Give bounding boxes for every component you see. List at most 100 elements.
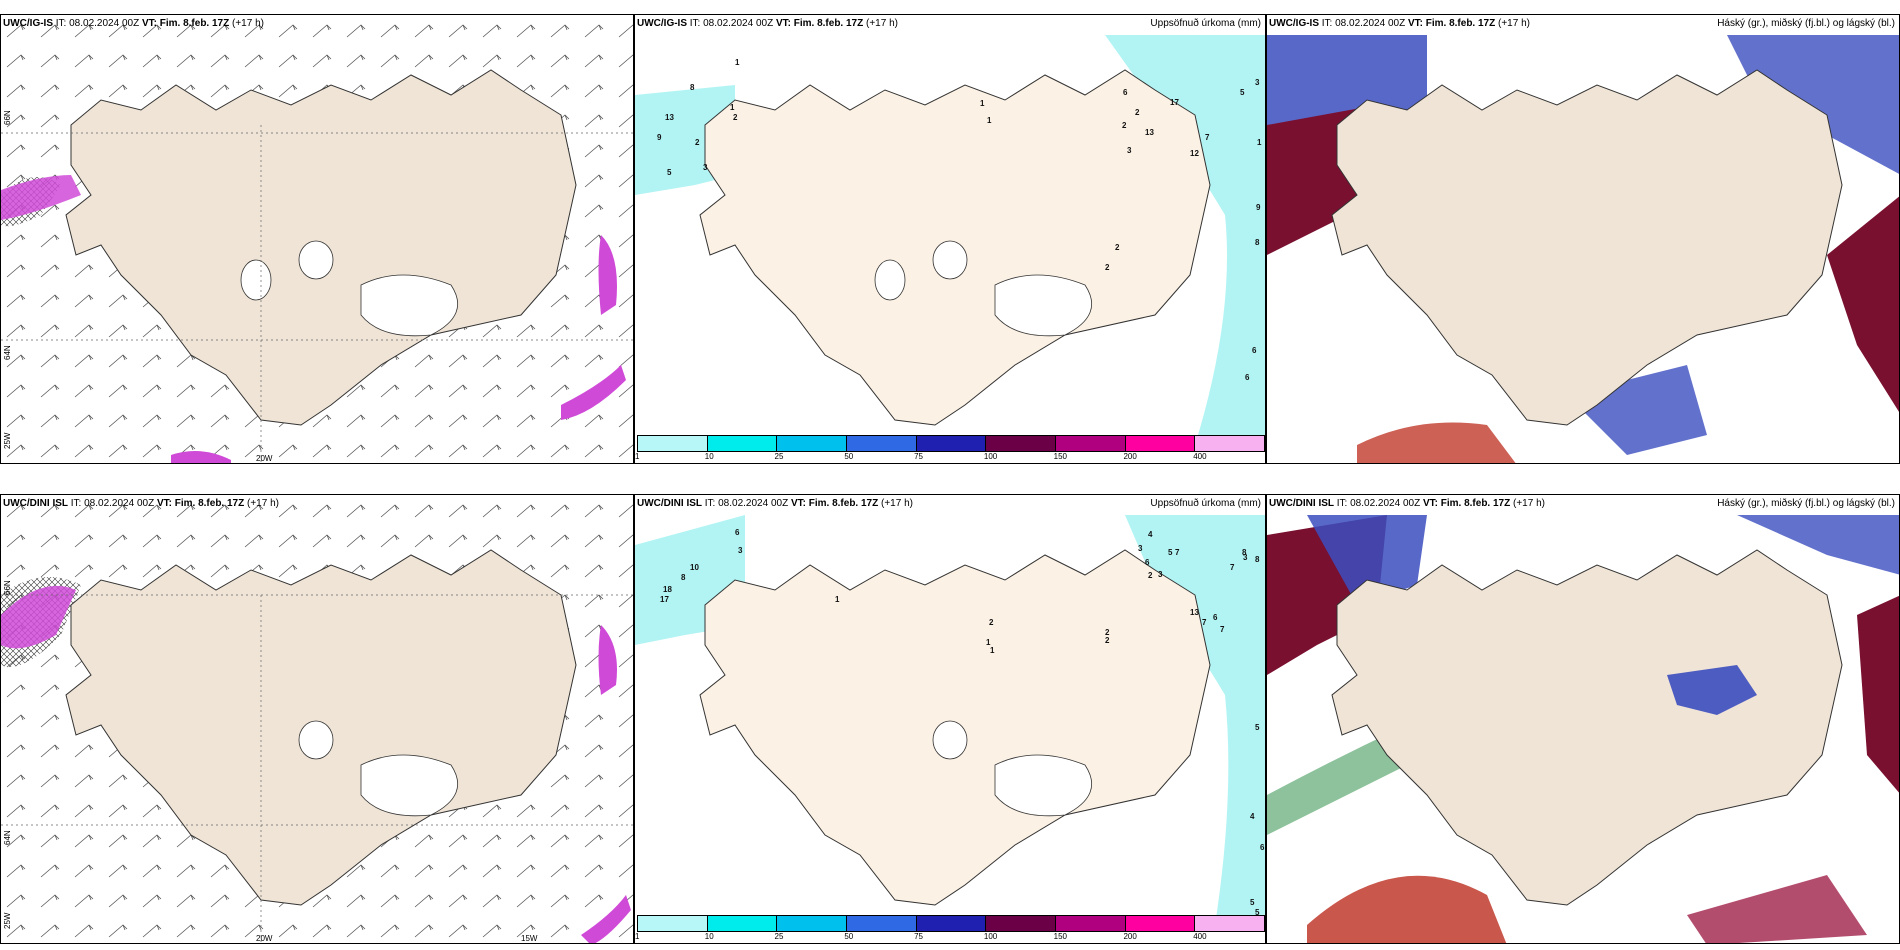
iceland-cloud-map [1267,35,1899,463]
precip-value-label: 2 [1135,108,1140,117]
precip-value-label: 6 [1213,613,1218,622]
precip-value-label: 2 [733,113,738,122]
cloud-map-panel-bottom: UWC/DINI ISL IT: 08.02.2024 00Z VT: Fim.… [1266,494,1900,944]
legend-tick-label: 1 [635,452,640,461]
wind-map-panel-bottom: UWC/DINI ISL IT: 08.02.2024 00Z VT: Fim.… [0,494,634,944]
panel-title: UWC/DINI ISL IT: 08.02.2024 00Z VT: Fim.… [637,498,913,509]
precip-value-label: 4 [1148,530,1153,539]
lon-label-20w: 20W [256,454,273,463]
panel-title: UWC/IG-IS IT: 08.02.2024 00Z VT: Fim. 8.… [1269,18,1530,29]
precip-value-label: 13 [665,113,674,122]
precip-value-label: 9 [657,133,662,142]
panel-title: UWC/DINI ISL IT: 08.02.2024 00Z VT: Fim.… [1269,498,1545,509]
precip-value-label: 2 [1122,121,1127,130]
legend-colorbar [637,915,1265,932]
legend-tick-label: 25 [774,932,784,941]
precip-map-panel-bottom: UWC/DINI ISL IT: 08.02.2024 00Z VT: Fim.… [634,494,1266,944]
precip-value-label: 5 [1255,723,1260,732]
precip-value-label: 1 [987,116,992,125]
precip-value-label: 2 [1105,263,1110,272]
precip-value-label: 12 [1190,149,1199,158]
legend-swatch [916,436,987,451]
precip-value-label: 8 [1242,548,1247,557]
precip-value-label: 4 [1250,812,1255,821]
legend-tick-label: 50 [844,932,854,941]
panel-title: UWC/DINI ISL IT: 08.02.2024 00Z VT: Fim.… [3,498,279,509]
legend-tick-label: 200 [1123,452,1137,461]
legend-swatch [986,916,1057,931]
precip-value-label: 7 [1202,618,1207,627]
legend-swatch [1056,916,1126,931]
precip-value-label: 3 [1127,146,1132,155]
lat-label-64n: 64N [3,830,12,845]
legend-colorbar [637,435,1265,452]
precip-value-label: 2 [1115,243,1120,252]
legend-swatch [986,436,1057,451]
precip-value-label: 10 [690,563,699,572]
legend-swatch [777,916,848,931]
precip-value-label: 3 [738,546,743,555]
legend-tick-label: 100 [983,932,998,941]
legend-ticks: 1 10 25 50 75 100 150 200 400 [635,932,1265,942]
legend-tick-label: 75 [914,452,924,461]
legend-swatch [777,436,848,451]
precip-value-label: 1 [835,595,840,604]
legend-swatch [847,436,917,451]
lat-label-66n: 66N [3,580,12,595]
precip-value-label: 5 [1240,88,1245,97]
legend-tick-label: 10 [704,932,714,941]
legend-tick-label: 75 [914,932,924,941]
precip-value-label: 3 [1255,78,1260,87]
precip-value-label: 3 [1243,553,1248,562]
lon-label-15w: 15W [521,934,538,943]
iceland-wind-map [1,495,633,943]
precip-value-label: 1 [730,103,735,112]
precip-value-label: 1 [990,646,995,655]
wind-map-panel-top: UWC/IG-IS IT: 08.02.2024 00Z VT: Fim. 8.… [0,14,634,464]
precip-value-label: 6 [1245,373,1250,382]
precip-value-label: 1 [980,99,985,108]
precip-value-label: 1 [735,58,740,67]
precip-value-label: 2 [1105,636,1110,645]
precip-value-label: 5 [1168,548,1173,557]
legend-swatch [847,916,917,931]
legend-tick-label: 50 [844,452,854,461]
panel-title: UWC/IG-IS IT: 08.02.2024 00Z VT: Fim. 8.… [637,18,898,29]
precip-value-label: 6 [1260,843,1265,852]
precip-value-label: 2 [989,618,994,627]
lat-label-64n: 64N [3,345,12,360]
lat-label-25w: 25W [3,432,12,449]
precip-value-label: 6 [1145,558,1150,567]
precip-value-label: 8 [1255,555,1260,564]
legend-ticks: 1 10 25 50 75 100 150 200 400 [635,452,1265,462]
precip-value-label: 17 [660,595,669,604]
legend-tick-label: 150 [1053,932,1068,941]
legend-tick-label: 400 [1193,452,1207,461]
panel-title: UWC/IG-IS IT: 08.02.2024 00Z VT: Fim. 8.… [3,18,264,29]
precip-value-label: 6 [1252,346,1257,355]
precip-value-label: 2 [695,138,700,147]
legend-tick-label: 200 [1123,932,1137,941]
precip-value-label: 5 [1255,908,1260,917]
precip-value-label: 7 [1205,133,1210,142]
precip-value-label: 18 [663,585,672,594]
precip-value-label: 1 [1257,138,1262,147]
precip-value-label: 8 [1255,238,1260,247]
legend-swatch [1056,436,1126,451]
cloud-map-panel-top: UWC/IG-IS IT: 08.02.2024 00Z VT: Fim. 8.… [1266,14,1900,464]
legend-tick-label: 400 [1193,932,1207,941]
precip-value-label: 2 [1148,571,1153,580]
precip-value-label: 17 [1170,98,1179,107]
precip-value-label: 9 [1256,203,1261,212]
lon-label-20w: 20W [256,934,273,943]
precip-value-label: 3 [1158,570,1163,579]
panel-subtitle: Uppsöfnuð úrkoma (mm) [1150,498,1261,509]
legend-swatch [638,436,708,451]
precip-value-label: 2 [1105,628,1110,637]
legend-swatch [1125,436,1196,451]
precip-value-label: 8 [681,573,686,582]
legend-tick-label: 100 [983,452,998,461]
precip-value-label: 13 [1190,608,1199,617]
